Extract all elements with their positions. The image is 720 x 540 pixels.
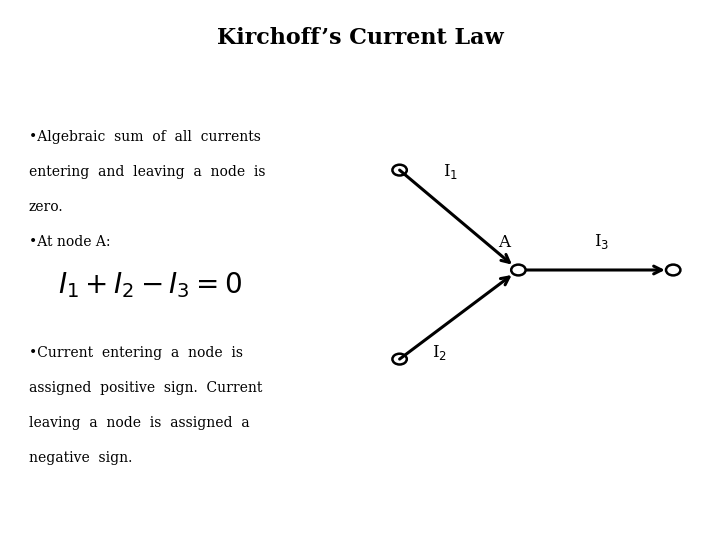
- Text: entering  and  leaving  a  node  is: entering and leaving a node is: [29, 165, 265, 179]
- Text: I$_1$: I$_1$: [443, 162, 458, 181]
- Text: assigned  positive  sign.  Current: assigned positive sign. Current: [29, 381, 262, 395]
- Text: $I_1 + I_2 - I_3 = 0$: $I_1 + I_2 - I_3 = 0$: [58, 270, 242, 300]
- Text: •At node A:: •At node A:: [29, 235, 110, 249]
- Text: A: A: [498, 234, 510, 251]
- Text: leaving  a  node  is  assigned  a: leaving a node is assigned a: [29, 416, 249, 430]
- Text: zero.: zero.: [29, 200, 63, 214]
- Text: •Current  entering  a  node  is: •Current entering a node is: [29, 346, 243, 360]
- Text: I$_3$: I$_3$: [594, 232, 609, 251]
- Text: I$_2$: I$_2$: [432, 343, 447, 362]
- Text: Kirchoff’s Current Law: Kirchoff’s Current Law: [217, 27, 503, 49]
- Text: •Algebraic  sum  of  all  currents: •Algebraic sum of all currents: [29, 130, 261, 144]
- Text: negative  sign.: negative sign.: [29, 451, 132, 465]
